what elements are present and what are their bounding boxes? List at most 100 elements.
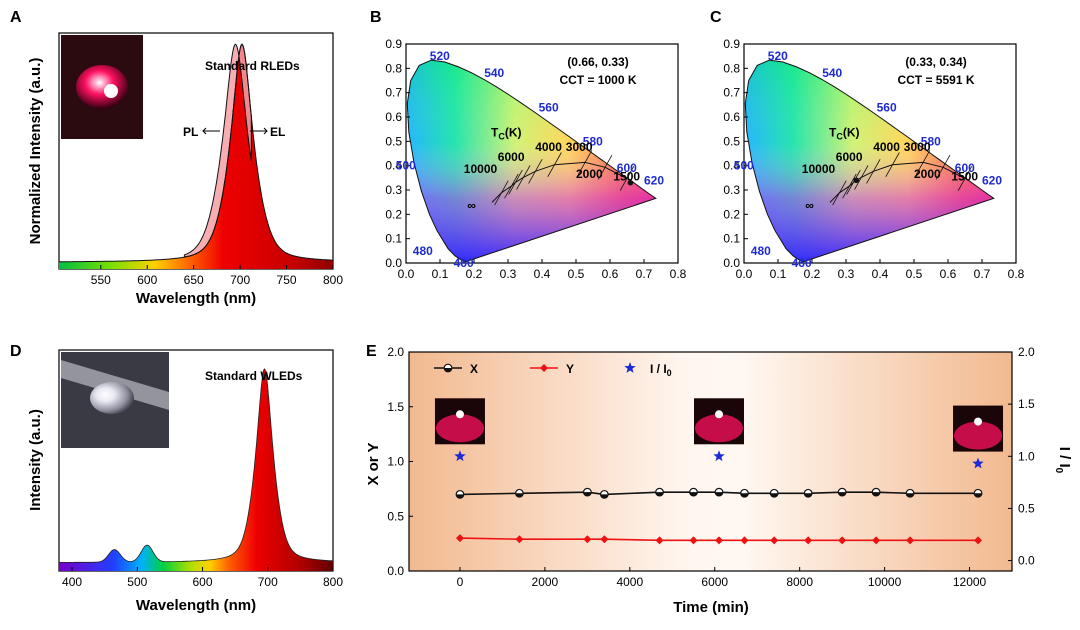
- y-tick-label: 0.2: [723, 207, 740, 221]
- iso-cct-line: [957, 166, 973, 191]
- x-tick-label-e: 2000: [532, 575, 559, 589]
- x-tick-label: 0.5: [568, 267, 585, 281]
- series-y-point: [770, 536, 779, 545]
- x-tick-label-d: 600: [193, 575, 213, 589]
- chromaticity-point: [627, 179, 634, 186]
- x-axis-title-d: Wavelength (nm): [136, 597, 256, 614]
- iso-cct-line: [516, 165, 531, 190]
- x-tick-label-e: 12000: [953, 575, 987, 589]
- y-tick-label: 0.6: [385, 110, 402, 124]
- legend-y-label: Y: [566, 362, 574, 376]
- y-axis-title-d: Intensity (a.u.): [27, 409, 44, 511]
- x-tick-label: 0.6: [940, 267, 957, 281]
- x-tick-label-e: 8000: [786, 575, 813, 589]
- wavelength-label: 620: [644, 173, 664, 187]
- series-y-point: [600, 535, 609, 544]
- series-x-point-half: [600, 494, 609, 499]
- y-tick-label-e: 1.5: [387, 400, 404, 414]
- panel-letter-c: C: [710, 9, 722, 26]
- y-tick-label: 0.3: [385, 183, 402, 197]
- wavelength-label: 560: [877, 100, 897, 114]
- legend-intensity-label: I / I0: [650, 362, 672, 378]
- series-x-point-half: [655, 492, 664, 496]
- x-tick-label-a: 700: [230, 273, 250, 287]
- series-x-point-half: [689, 492, 698, 496]
- x-tick-label: 0.5: [906, 267, 923, 281]
- x-tick-label: 0.0: [736, 267, 753, 281]
- wavelength-label: 480: [751, 244, 771, 258]
- x-axis-title-e: Time (min): [673, 599, 749, 616]
- wavelength-label: 600: [617, 161, 637, 175]
- red-led-glow: [76, 65, 128, 109]
- y-tick-label-e: 2.0: [387, 345, 404, 359]
- x-tick-label-a: 800: [323, 273, 343, 287]
- iso-cct-line: [842, 173, 857, 199]
- series-x-point-half: [456, 494, 464, 499]
- series-y-point: [740, 536, 749, 545]
- panel-letter-b: B: [370, 9, 382, 26]
- y-tick-label: 0.8: [385, 61, 402, 75]
- wavelength-label: 480: [413, 244, 433, 258]
- x-tick-label-d: 400: [62, 575, 82, 589]
- el-spectrum-curve: [59, 43, 334, 263]
- led-inset-emitter: [714, 410, 723, 419]
- intensity-star: [972, 457, 984, 469]
- series-x-point-half: [872, 492, 880, 496]
- series-y-point: [872, 536, 881, 545]
- legend-x-label: X: [470, 362, 478, 376]
- x-tick-label-e: 0: [457, 575, 464, 589]
- iso-cct-line: [528, 158, 543, 184]
- x-tick-label-e: 6000: [701, 575, 728, 589]
- series-x-point-half: [740, 493, 749, 498]
- series-y-point: [906, 536, 915, 545]
- y-tick-label: 0.8: [723, 61, 740, 75]
- x-tick-label-a: 650: [184, 273, 204, 287]
- y2-tick-label-e: 0.5: [1018, 501, 1035, 515]
- led-inset-glow: [954, 421, 1003, 450]
- tc-label: TC(K): [491, 125, 522, 141]
- x-tick-label-d: 700: [258, 575, 278, 589]
- iso-cct-line: [915, 150, 931, 175]
- y-axis-title-a: Normalized Intensity (a.u.): [27, 58, 44, 245]
- iso-cct-line: [866, 158, 881, 184]
- intensity-star: [454, 450, 466, 462]
- x-tick-label-d: 800: [323, 575, 343, 589]
- x-tick-label: 0.2: [804, 267, 821, 281]
- y-tick-label: 0.7: [723, 86, 740, 100]
- panel-d: D Standard WLEDs 400 500 600 700 800 Wavelen…: [10, 343, 343, 614]
- cct-label: 3000: [566, 140, 593, 154]
- iso-cct-line: [508, 169, 523, 195]
- wavelength-label: 540: [484, 66, 504, 80]
- legend-star-marker: [624, 362, 636, 373]
- panel-a: A Standard RLEDs PL EL 550 600 650 700 750 80…: [10, 9, 343, 307]
- planckian-locus: [829, 161, 966, 203]
- y-tick-label: 0.3: [723, 183, 740, 197]
- iso-cct-line: [885, 152, 900, 178]
- led-inset-glow: [435, 414, 484, 443]
- iso-cct-line: [619, 166, 635, 191]
- wavelength-label: 500: [396, 159, 416, 173]
- series-y-point: [655, 536, 664, 545]
- x-tick-label: 0.3: [500, 267, 517, 281]
- y-tick-label-e: 0.0: [387, 564, 404, 578]
- led-inset-glow: [694, 414, 743, 443]
- iso-cct-line: [935, 154, 951, 180]
- wavelength-label: 580: [921, 134, 941, 148]
- iso-cct-line: [854, 165, 869, 190]
- cct-label: 6000: [836, 150, 863, 164]
- panel-letter-d: D: [10, 343, 22, 360]
- spectral-locus: [744, 59, 995, 263]
- legend-y-marker: [540, 364, 548, 372]
- x-tick-label: 0.1: [770, 267, 787, 281]
- y-tick-label: 0.4: [723, 159, 740, 173]
- y-tick-label-e: 1.0: [387, 455, 404, 469]
- y-tick-label: 0.0: [385, 256, 402, 270]
- y-tick-label: 0.0: [723, 256, 740, 270]
- intensity-star: [713, 450, 725, 462]
- panel-letter-e: E: [366, 343, 377, 360]
- iso-cct-line: [577, 150, 593, 175]
- iso-cct-line: [494, 180, 509, 206]
- wavelength-label: 460: [792, 256, 812, 270]
- x-tick-label: 0.7: [974, 267, 991, 281]
- cct-label: 4000: [873, 140, 900, 154]
